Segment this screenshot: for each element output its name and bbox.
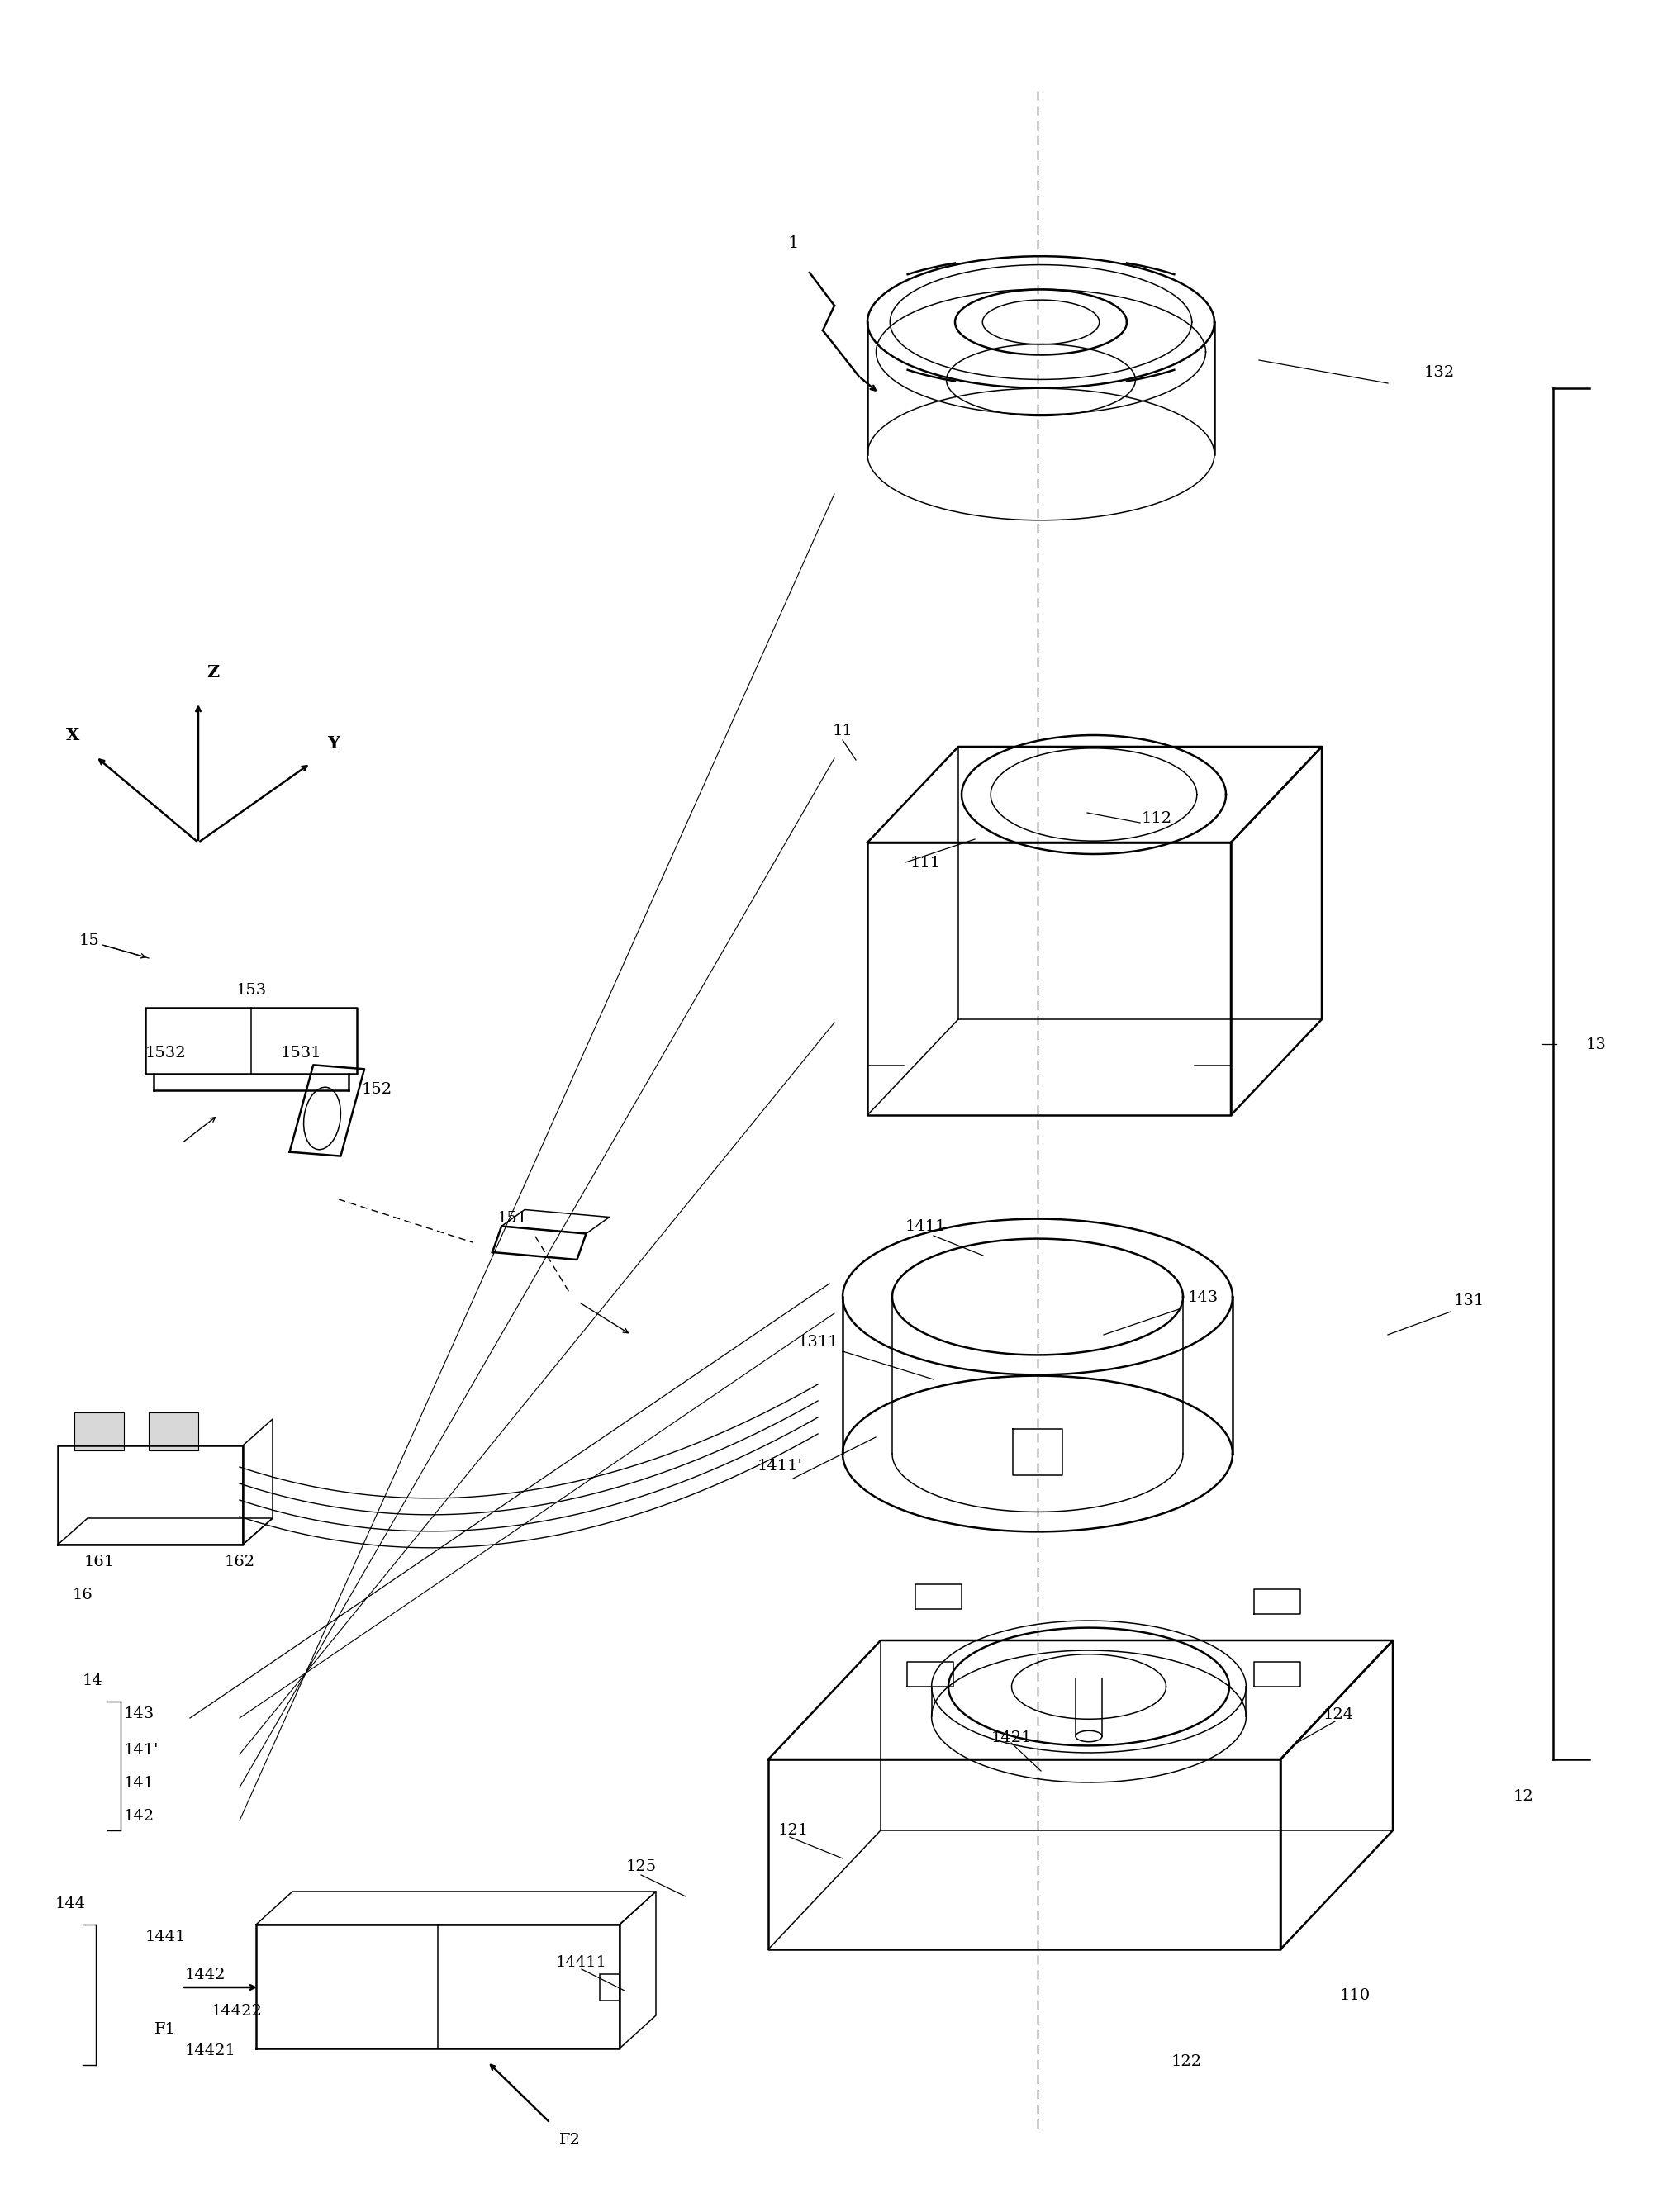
- Text: 144: 144: [55, 1896, 86, 1911]
- Text: 1442: 1442: [186, 1966, 225, 1982]
- Text: 121: 121: [778, 1823, 807, 1838]
- Text: Z: Z: [207, 664, 219, 681]
- Text: F2: F2: [559, 2132, 580, 2148]
- Text: 125: 125: [625, 1860, 657, 1874]
- Text: 14421: 14421: [186, 2044, 235, 2059]
- Text: 1532: 1532: [144, 1046, 186, 1060]
- Text: 13: 13: [1585, 1037, 1607, 1053]
- Text: 143: 143: [1187, 1290, 1217, 1305]
- Bar: [149, 1411, 199, 1451]
- Text: 124: 124: [1323, 1708, 1353, 1723]
- Text: 141: 141: [124, 1776, 154, 1792]
- Text: 151: 151: [497, 1210, 527, 1225]
- Text: X: X: [66, 728, 80, 743]
- Text: 122: 122: [1171, 2055, 1200, 2068]
- Bar: [75, 1411, 124, 1451]
- Text: 1421: 1421: [990, 1730, 1031, 1745]
- Text: 112: 112: [1141, 812, 1171, 825]
- Text: F1: F1: [154, 2022, 176, 2037]
- Text: Y: Y: [327, 734, 340, 752]
- Text: 1411: 1411: [904, 1219, 945, 1234]
- Text: 15: 15: [78, 933, 99, 949]
- Text: 1411': 1411': [756, 1458, 802, 1473]
- Text: 14411: 14411: [555, 1955, 607, 1971]
- Text: 110: 110: [1338, 1989, 1370, 2004]
- Text: 161: 161: [85, 1555, 114, 1568]
- Text: 131: 131: [1452, 1294, 1484, 1307]
- Text: 1441: 1441: [146, 1929, 186, 1944]
- Text: 111: 111: [910, 856, 940, 872]
- Text: 152: 152: [361, 1082, 391, 1097]
- Text: 1311: 1311: [797, 1334, 837, 1349]
- Text: 14422: 14422: [211, 2004, 262, 2020]
- Text: 1531: 1531: [280, 1046, 322, 1060]
- Text: 1: 1: [788, 234, 797, 252]
- Text: 12: 12: [1512, 1790, 1534, 1805]
- Text: 132: 132: [1424, 365, 1454, 380]
- Text: 142: 142: [124, 1809, 154, 1823]
- Text: 153: 153: [235, 982, 267, 998]
- Text: 14: 14: [81, 1674, 103, 1688]
- Text: 141': 141': [124, 1743, 159, 1759]
- Bar: [600, 1973, 620, 2000]
- Text: 143: 143: [124, 1705, 154, 1721]
- Text: 11: 11: [832, 723, 852, 739]
- Text: 162: 162: [224, 1555, 255, 1568]
- Text: 16: 16: [73, 1588, 93, 1601]
